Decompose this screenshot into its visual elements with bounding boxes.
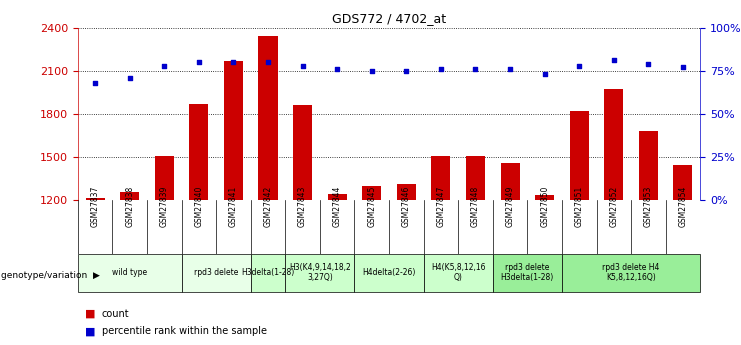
Bar <box>250 254 285 292</box>
Bar <box>493 254 562 292</box>
Text: GSM27852: GSM27852 <box>609 186 618 227</box>
Point <box>574 63 585 68</box>
Text: H3delta(1-28): H3delta(1-28) <box>242 268 295 277</box>
Text: wild type: wild type <box>112 268 147 277</box>
Text: GSM27848: GSM27848 <box>471 186 480 227</box>
Point <box>89 80 101 86</box>
Bar <box>85 198 104 200</box>
Text: GSM27854: GSM27854 <box>679 186 688 227</box>
Text: GSM27839: GSM27839 <box>160 186 169 227</box>
Text: rpd3 delete
H3delta(1-28): rpd3 delete H3delta(1-28) <box>501 263 554 282</box>
Point <box>608 58 619 63</box>
Title: GDS772 / 4702_at: GDS772 / 4702_at <box>332 12 446 25</box>
Text: ■: ■ <box>85 326 96 336</box>
Point <box>470 66 482 72</box>
Text: GSM27843: GSM27843 <box>298 186 307 227</box>
Text: GSM27840: GSM27840 <box>194 186 203 227</box>
Bar <box>570 111 588 200</box>
Text: GSM27842: GSM27842 <box>264 186 273 227</box>
Text: GSM27850: GSM27850 <box>540 186 549 227</box>
Bar <box>562 254 700 292</box>
Point <box>159 63 170 68</box>
Point <box>677 65 689 70</box>
Bar <box>396 184 416 200</box>
Point <box>193 59 205 65</box>
Text: genotype/variation  ▶: genotype/variation ▶ <box>1 272 100 280</box>
Text: GSM27847: GSM27847 <box>436 186 445 227</box>
Text: ■: ■ <box>85 309 96 319</box>
Bar <box>466 156 485 200</box>
Point <box>124 75 136 80</box>
Bar <box>674 165 692 200</box>
Point <box>539 71 551 77</box>
Point <box>504 66 516 72</box>
Bar <box>500 164 519 200</box>
Point <box>331 66 343 72</box>
Bar <box>155 156 173 200</box>
Bar <box>328 194 347 200</box>
Bar <box>431 156 451 200</box>
Text: H3(K4,9,14,18,2
3,27Q): H3(K4,9,14,18,2 3,27Q) <box>289 263 350 282</box>
Bar <box>639 131 658 200</box>
Point <box>262 59 274 65</box>
Text: GSM27851: GSM27851 <box>575 186 584 227</box>
Point <box>642 61 654 67</box>
Text: rpd3 delete: rpd3 delete <box>194 268 239 277</box>
Text: count: count <box>102 309 129 319</box>
Text: GSM27844: GSM27844 <box>333 186 342 227</box>
Bar <box>189 104 208 200</box>
Bar <box>78 254 182 292</box>
Text: H4(K5,8,12,16
Q): H4(K5,8,12,16 Q) <box>431 263 485 282</box>
Bar <box>424 254 493 292</box>
Bar <box>120 192 139 200</box>
Point <box>366 68 378 73</box>
Text: GSM27837: GSM27837 <box>90 186 99 227</box>
Bar <box>362 186 381 200</box>
Point <box>400 68 412 73</box>
Text: rpd3 delete H4
K5,8,12,16Q): rpd3 delete H4 K5,8,12,16Q) <box>602 263 659 282</box>
Text: GSM27853: GSM27853 <box>644 186 653 227</box>
Bar <box>285 254 354 292</box>
Bar <box>293 105 312 200</box>
Point <box>296 63 308 68</box>
Point <box>227 59 239 65</box>
Bar <box>604 89 623 200</box>
Text: H4delta(2-26): H4delta(2-26) <box>362 268 416 277</box>
Text: percentile rank within the sample: percentile rank within the sample <box>102 326 267 336</box>
Text: GSM27846: GSM27846 <box>402 186 411 227</box>
Text: GSM27838: GSM27838 <box>125 186 134 227</box>
Point <box>435 66 447 72</box>
Bar <box>535 195 554 200</box>
Bar <box>354 254 424 292</box>
Text: GSM27845: GSM27845 <box>368 186 376 227</box>
Text: GSM27841: GSM27841 <box>229 186 238 227</box>
Text: GSM27849: GSM27849 <box>505 186 514 227</box>
Bar <box>182 254 250 292</box>
Bar <box>224 61 243 200</box>
Bar <box>259 36 277 200</box>
